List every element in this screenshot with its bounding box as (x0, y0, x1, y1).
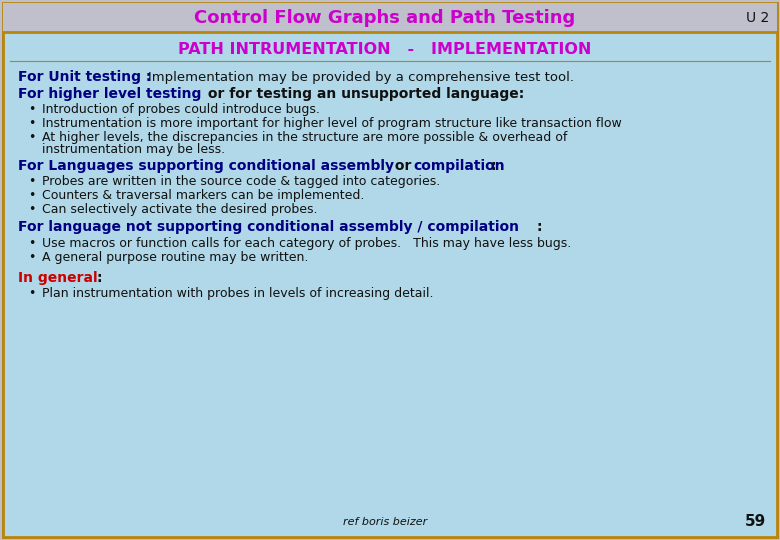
Text: or: or (390, 159, 417, 173)
FancyBboxPatch shape (3, 3, 777, 32)
Text: Counters & traversal markers can be implemented.: Counters & traversal markers can be impl… (42, 190, 364, 202)
Text: ref boris beizer: ref boris beizer (343, 517, 427, 527)
FancyBboxPatch shape (3, 32, 777, 537)
Text: Use macros or function calls for each category of probes.   This may have less b: Use macros or function calls for each ca… (42, 237, 571, 249)
Text: •: • (28, 118, 35, 131)
Text: •: • (28, 176, 35, 188)
Text: Instrumentation is more important for higher level of program structure like tra: Instrumentation is more important for hi… (42, 118, 622, 131)
Text: For higher level testing: For higher level testing (18, 87, 201, 101)
Text: or for testing an unsupported language:: or for testing an unsupported language: (203, 87, 524, 101)
Text: At higher levels, the discrepancies in the structure are more possible & overhea: At higher levels, the discrepancies in t… (42, 132, 567, 145)
Text: U 2: U 2 (746, 11, 770, 25)
Text: compilation: compilation (413, 159, 505, 173)
Text: •: • (28, 237, 35, 249)
Text: :: : (491, 159, 497, 173)
Text: PATH INTRUMENTATION   -   IMPLEMENTATION: PATH INTRUMENTATION - IMPLEMENTATION (179, 42, 592, 57)
Text: •: • (28, 251, 35, 264)
Text: In general: In general (18, 271, 98, 285)
Text: :: : (537, 220, 543, 234)
FancyBboxPatch shape (3, 3, 777, 537)
Text: :: : (96, 271, 101, 285)
Text: Implementation may be provided by a comprehensive test tool.: Implementation may be provided by a comp… (148, 71, 574, 84)
Text: instrumentation may be less.: instrumentation may be less. (42, 143, 225, 156)
Text: Plan instrumentation with probes in levels of increasing detail.: Plan instrumentation with probes in leve… (42, 287, 434, 300)
Text: •: • (28, 132, 35, 145)
Text: Introduction of probes could introduce bugs.: Introduction of probes could introduce b… (42, 104, 320, 117)
Text: Can selectively activate the desired probes.: Can selectively activate the desired pro… (42, 204, 317, 217)
Text: Control Flow Graphs and Path Testing: Control Flow Graphs and Path Testing (194, 9, 576, 27)
Text: Probes are written in the source code & tagged into categories.: Probes are written in the source code & … (42, 176, 440, 188)
Text: •: • (28, 190, 35, 202)
Text: •: • (28, 204, 35, 217)
Text: •: • (28, 104, 35, 117)
Text: A general purpose routine may be written.: A general purpose routine may be written… (42, 251, 308, 264)
Text: For Unit testing :: For Unit testing : (18, 70, 151, 84)
Text: •: • (28, 287, 35, 300)
Text: For Languages supporting conditional assembly: For Languages supporting conditional ass… (18, 159, 394, 173)
Text: For language not supporting conditional assembly / compilation: For language not supporting conditional … (18, 220, 519, 234)
Text: 59: 59 (744, 515, 766, 530)
